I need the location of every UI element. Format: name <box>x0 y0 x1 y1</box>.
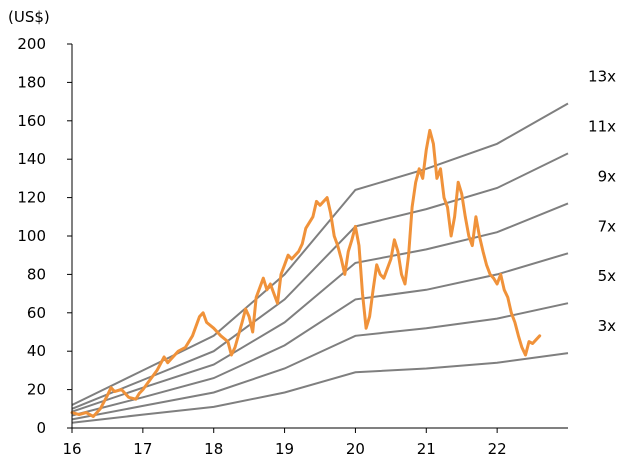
y-tick-label: 140 <box>17 150 46 168</box>
band-line-7x <box>71 252 569 417</box>
x-tick-label: 18 <box>204 440 223 458</box>
band-label-9x: 9x <box>598 167 617 185</box>
x-tick-label: 16 <box>62 440 81 458</box>
y-axis-unit-label: (US$) <box>8 8 50 26</box>
y-tick-label: 180 <box>17 73 46 91</box>
price-series-line <box>70 128 542 418</box>
band-lines <box>71 102 569 424</box>
y-tick-label: 100 <box>17 227 46 245</box>
band-label-3x: 3x <box>598 317 617 335</box>
y-tick-label: 0 <box>36 419 46 437</box>
x-axis-ticks: 16 17 18 19 20 21 22 <box>62 428 507 458</box>
y-tick-label: 60 <box>27 304 46 322</box>
y-tick-label: 80 <box>27 265 46 283</box>
band-line-13x <box>71 102 569 406</box>
band-labels: 13x 11x 9x 7x 5x 3x <box>588 68 616 336</box>
price-line-group <box>70 128 542 418</box>
x-tick-label: 19 <box>275 440 294 458</box>
band-label-11x: 11x <box>588 117 616 135</box>
y-tick-label: 160 <box>17 112 46 130</box>
y-axis-ticks: 0 20 40 60 80 100 120 140 160 180 200 <box>17 35 72 437</box>
y-tick-label: 20 <box>27 381 46 399</box>
y-tick-label: 200 <box>17 35 46 53</box>
x-tick-label: 21 <box>417 440 436 458</box>
x-tick-label: 17 <box>133 440 152 458</box>
band-label-5x: 5x <box>598 267 617 285</box>
x-tick-label: 22 <box>488 440 507 458</box>
band-line-9x <box>71 202 569 413</box>
y-tick-label: 120 <box>17 189 46 207</box>
band-line-5x <box>71 302 569 421</box>
band-label-7x: 7x <box>598 217 617 235</box>
band-line-3x <box>71 352 569 424</box>
y-tick-label: 40 <box>27 342 46 360</box>
x-tick-label: 20 <box>346 440 365 458</box>
band-label-13x: 13x <box>588 68 616 86</box>
